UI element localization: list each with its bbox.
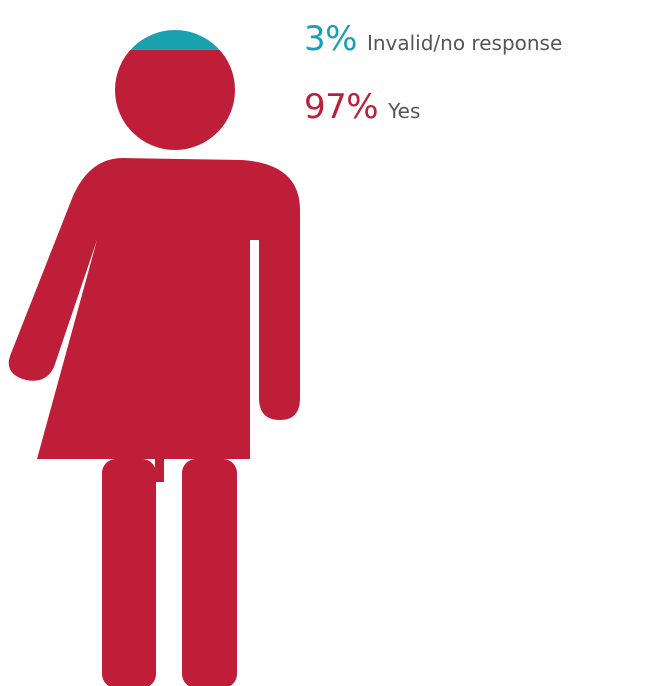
legend-label-yes: Yes: [388, 99, 421, 123]
pictograph-figure: [0, 0, 310, 686]
pictograph-svg: [8, 30, 300, 686]
legend-label-invalid: Invalid/no response: [366, 31, 563, 55]
legend-entry-yes: 97% Yes: [304, 90, 420, 124]
legend-entry-invalid: 3% Invalid/no response: [304, 22, 562, 56]
fill-segment-invalid: [8, 30, 300, 50]
legend-value-yes: 97%: [304, 87, 379, 127]
fill-segment-yes: [8, 49, 300, 686]
legend-value-invalid: 3%: [304, 19, 357, 59]
